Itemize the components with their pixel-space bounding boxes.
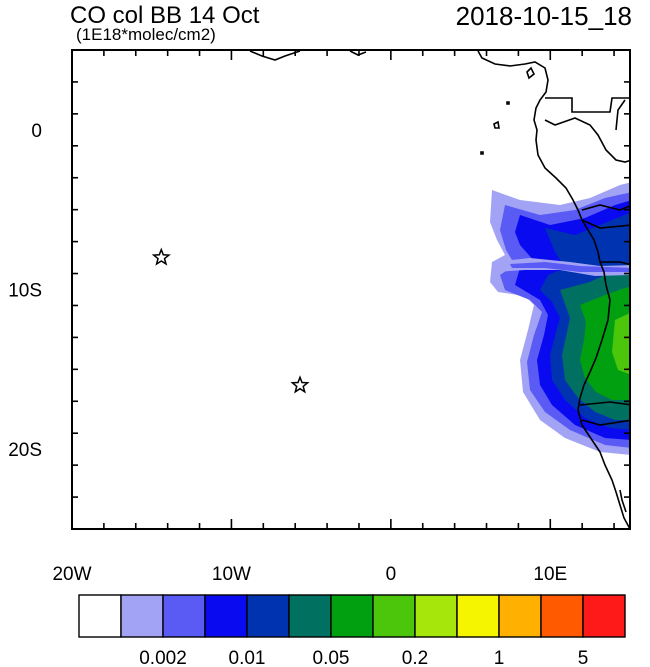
co-plume [490,182,630,455]
y-tick-label: 0 [31,121,42,142]
y-tick-label: 20S [8,440,42,461]
map-timestamp: 2018-10-15_18 [455,1,632,31]
colorbar-label: 5 [578,648,589,667]
x-tick-label: 20W [52,564,91,585]
island-annobon [480,151,484,155]
island-principe [506,101,510,105]
island-sao-tome [493,120,500,129]
colorbar-label: 1 [494,648,505,667]
map-title: CO col BB 14 Oct [70,2,260,29]
colorbar [78,594,626,638]
colorbar-label: 0.2 [402,648,428,667]
colorbar-labels: 0.002 0.01 0.05 0.2 1 5 [139,648,588,667]
map-frame [71,49,631,530]
station-markers [151,247,310,394]
colorbar-swatch [372,594,416,638]
coastline-namibia-tail [619,489,627,513]
coastlines [249,50,630,529]
colorbar-label: 0.002 [139,648,187,667]
colorbar-swatch [540,594,584,638]
star-marker-st-helena [290,375,310,394]
colorbar-swatch [330,594,374,638]
colorbar-swatch [162,594,206,638]
colorbar-swatch [582,594,626,638]
map-units: (1E18*molec/cm2) [76,25,216,44]
coastline-central-africa [477,50,630,529]
colorbar-swatch [456,594,500,638]
axis-ticks [71,49,630,530]
plume-band-05 [612,312,630,375]
coastline-west-africa-north [249,50,367,61]
colorbar-swatch [204,594,248,638]
x-tick-label: 10E [533,564,567,585]
plume-streak [510,262,630,272]
colorbar-label: 0.01 [229,648,266,667]
colorbar-swatch [78,594,122,638]
colorbar-swatch [246,594,290,638]
x-tick-label: 10W [212,564,251,585]
island-bioko [526,66,536,80]
colorbar-swatch [414,594,458,638]
y-tick-label: 10S [8,281,42,302]
border-lines [544,97,630,426]
colorbar-swatch [288,594,332,638]
x-tick-label: 0 [386,564,397,585]
colorbar-swatch [498,594,542,638]
plume-band-02 [580,286,630,400]
colorbar-swatch [120,594,164,638]
axis-tick-labels: 20W 10W 0 10E 0 10S 20S [8,121,567,585]
colorbar-label: 0.05 [313,648,350,667]
star-marker-ascension [151,247,171,266]
